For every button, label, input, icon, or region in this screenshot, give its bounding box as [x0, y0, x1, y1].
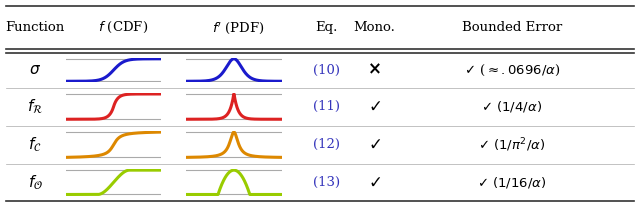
Text: Function: Function — [6, 21, 65, 34]
Text: (11): (11) — [313, 100, 340, 113]
Text: $\checkmark$: $\checkmark$ — [368, 98, 381, 115]
Text: $\checkmark$ $(1/\pi^2/\alpha)$: $\checkmark$ $(1/\pi^2/\alpha)$ — [478, 136, 546, 153]
Text: $\checkmark$ $(1/4/\alpha)$: $\checkmark$ $(1/4/\alpha)$ — [481, 99, 543, 114]
Text: (12): (12) — [313, 138, 340, 151]
Text: $f_\mathcal{R}$: $f_\mathcal{R}$ — [27, 97, 44, 116]
Text: $\boldsymbol{\times}$: $\boldsymbol{\times}$ — [367, 62, 381, 78]
Text: $\sigma$: $\sigma$ — [29, 63, 41, 77]
Text: $\checkmark$: $\checkmark$ — [368, 136, 381, 153]
Text: $f_\mathcal{C}$: $f_\mathcal{C}$ — [28, 135, 42, 154]
Text: Eq.: Eq. — [316, 21, 337, 34]
Text: $f$ (CDF): $f$ (CDF) — [98, 20, 148, 35]
Text: Mono.: Mono. — [353, 21, 396, 34]
Text: $f'$ (PDF): $f'$ (PDF) — [212, 20, 264, 36]
Text: Bounded Error: Bounded Error — [462, 21, 562, 34]
Text: $\checkmark$ $(1/16/\alpha)$: $\checkmark$ $(1/16/\alpha)$ — [477, 175, 547, 190]
Text: $f_\mathcal{O}$: $f_\mathcal{O}$ — [28, 173, 43, 192]
Text: $\checkmark$: $\checkmark$ — [368, 174, 381, 191]
Text: (10): (10) — [313, 63, 340, 77]
Text: $\checkmark$ ($\approx .0696/\alpha$): $\checkmark$ ($\approx .0696/\alpha$) — [464, 62, 560, 78]
Text: (13): (13) — [313, 176, 340, 189]
